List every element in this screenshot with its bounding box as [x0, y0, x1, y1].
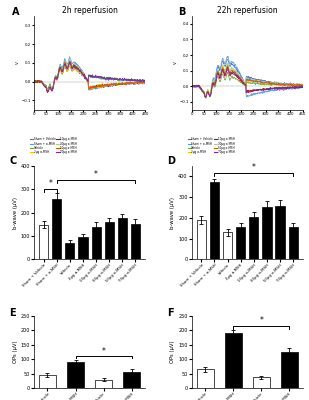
Bar: [281, 352, 298, 388]
Y-axis label: OPs (μV): OPs (μV): [13, 340, 18, 363]
Bar: [39, 375, 56, 388]
Bar: [65, 243, 74, 260]
Text: C: C: [10, 156, 17, 166]
Text: *: *: [94, 170, 98, 179]
Bar: [223, 232, 232, 260]
Text: *: *: [48, 179, 52, 188]
Bar: [78, 237, 87, 260]
Y-axis label: V: V: [174, 61, 178, 64]
Bar: [39, 225, 48, 260]
Bar: [118, 218, 127, 260]
Bar: [249, 217, 258, 260]
Bar: [67, 362, 84, 388]
Text: A: A: [12, 7, 19, 17]
Legend: Sham + Vehicle, Sham + α-MSH, Vehicle, 2μg α-MSH, 10μg α-MSH, 30μg α-MSH, 50μg α: Sham + Vehicle, Sham + α-MSH, Vehicle, 2…: [188, 137, 235, 154]
Bar: [262, 208, 272, 260]
Y-axis label: V: V: [16, 61, 20, 64]
Bar: [91, 227, 101, 260]
Text: F: F: [167, 308, 174, 318]
Bar: [52, 198, 61, 260]
Bar: [236, 227, 245, 260]
Legend: Sham + Vehicle, Sham + α-MSH, Vehicle, 2μg α-MSH, 10μg α-MSH, 30μg α-MSH, 50μg α: Sham + Vehicle, Sham + α-MSH, Vehicle, 2…: [30, 137, 77, 154]
Bar: [276, 206, 285, 260]
Y-axis label: b-wave (μV): b-wave (μV): [13, 197, 18, 229]
Title: 2h reperfusion: 2h reperfusion: [61, 6, 117, 15]
Y-axis label: OPs (μV): OPs (μV): [171, 340, 176, 363]
Bar: [197, 220, 206, 260]
Bar: [123, 372, 140, 388]
Bar: [197, 369, 214, 388]
Bar: [95, 380, 112, 388]
Text: D: D: [167, 156, 175, 166]
Text: *: *: [102, 346, 105, 356]
Bar: [225, 333, 242, 388]
Text: *: *: [252, 163, 256, 172]
Bar: [289, 227, 298, 260]
Text: *: *: [259, 316, 263, 325]
Bar: [105, 222, 114, 260]
Title: 22h reperfusion: 22h reperfusion: [217, 6, 277, 15]
Text: E: E: [10, 308, 16, 318]
Text: B: B: [178, 7, 186, 17]
Bar: [253, 377, 270, 388]
Bar: [210, 182, 219, 260]
Bar: [131, 224, 140, 260]
Y-axis label: b-wave (μV): b-wave (μV): [171, 197, 176, 229]
